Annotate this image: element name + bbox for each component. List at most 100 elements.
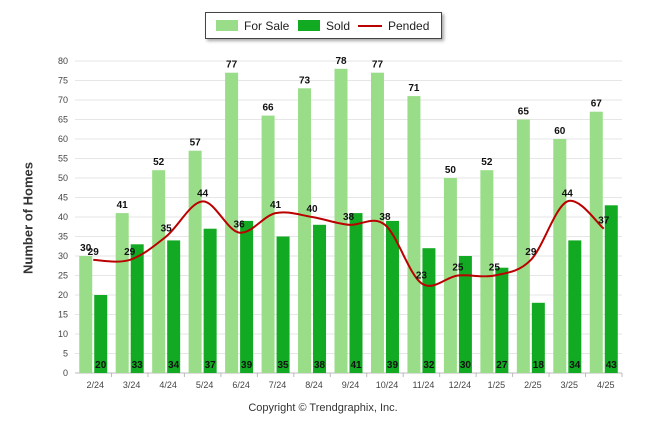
- bar-for-sale: [516, 119, 530, 373]
- x-tick-label: 10/24: [376, 380, 399, 390]
- x-tick-label: 3/25: [561, 380, 579, 390]
- legend-label-pended: Pended: [388, 18, 430, 33]
- y-axis-label: Number of Homes: [20, 162, 36, 274]
- bar-for-sale: [334, 68, 348, 374]
- y-tick-label: 25: [58, 271, 68, 281]
- legend-label-for-sale: For Sale: [244, 18, 290, 33]
- bar-for-sale: [407, 96, 421, 373]
- y-tick-label: 80: [58, 56, 68, 66]
- data-label-for-sale: 60: [554, 126, 566, 137]
- x-tick-label: 6/24: [232, 380, 250, 390]
- data-label-for-sale: 71: [408, 83, 420, 94]
- data-label-for-sale: 30: [80, 243, 92, 254]
- bar-sold: [276, 236, 290, 373]
- y-tick-label: 40: [58, 212, 68, 222]
- data-label-sold: 39: [241, 360, 253, 371]
- data-label-for-sale: 66: [263, 103, 275, 114]
- data-label-sold: 38: [314, 360, 326, 371]
- bar-sold: [604, 205, 618, 373]
- x-tick-label: 12/24: [449, 380, 472, 390]
- bar-for-sale: [261, 115, 275, 373]
- data-label-pended: 44: [562, 188, 574, 199]
- data-label-pended: 38: [343, 212, 355, 223]
- data-label-sold: 34: [569, 360, 581, 371]
- y-tick-label: 15: [58, 310, 68, 320]
- x-tick-label: 4/24: [159, 380, 177, 390]
- data-label-pended: 40: [306, 204, 318, 215]
- y-tick-label: 10: [58, 329, 68, 339]
- data-label-pended: 29: [124, 247, 136, 258]
- data-label-for-sale: 50: [445, 165, 457, 176]
- data-label-for-sale: 65: [518, 107, 530, 118]
- bar-sold: [313, 224, 327, 373]
- bar-sold: [458, 256, 472, 373]
- data-label-for-sale: 52: [153, 157, 165, 168]
- line-pended: [93, 199, 605, 287]
- y-tick-label: 60: [58, 134, 68, 144]
- y-tick-label: 45: [58, 193, 68, 203]
- legend-line-pended: [358, 24, 382, 27]
- legend-item-for-sale: For Sale: [216, 13, 289, 38]
- data-label-pended: 29: [525, 247, 537, 258]
- bar-for-sale: [115, 213, 129, 373]
- bar-sold: [203, 228, 217, 373]
- data-label-sold: 43: [606, 360, 618, 371]
- bar-for-sale: [370, 72, 384, 373]
- y-tick-label: 0: [63, 368, 68, 378]
- y-tick-label: 30: [58, 251, 68, 261]
- x-tick-label: 9/24: [342, 380, 360, 390]
- x-tick-label: 5/24: [196, 380, 214, 390]
- bar-sold: [94, 295, 108, 373]
- x-tick-label: 2/24: [86, 380, 104, 390]
- bar-for-sale: [225, 72, 239, 373]
- data-label-sold: 30: [460, 360, 472, 371]
- bar-for-sale: [443, 178, 457, 373]
- data-label-pended: 25: [489, 263, 501, 274]
- y-tick-label: 75: [58, 76, 68, 86]
- bar-sold: [167, 240, 181, 373]
- data-label-for-sale: 57: [190, 138, 202, 149]
- bar-for-sale: [553, 139, 567, 373]
- bar-sold: [531, 302, 545, 373]
- data-label-for-sale: 67: [591, 99, 603, 110]
- legend-swatch-sold: [298, 20, 320, 31]
- x-tick-label: 3/24: [123, 380, 141, 390]
- legend-item-sold: Sold: [298, 13, 350, 38]
- data-label-pended: 25: [452, 263, 464, 274]
- data-label-pended: 23: [416, 270, 428, 281]
- legend-swatch-for-sale: [216, 20, 238, 31]
- data-label-pended: 38: [379, 212, 391, 223]
- data-label-pended: 35: [161, 224, 173, 235]
- data-label-for-sale: 73: [299, 75, 311, 86]
- data-label-sold: 18: [533, 360, 545, 371]
- data-label-for-sale: 77: [226, 60, 238, 71]
- y-tick-label: 55: [58, 154, 68, 164]
- data-label-for-sale: 41: [117, 200, 129, 211]
- legend-item-pended: Pended: [358, 13, 429, 38]
- bar-sold: [385, 220, 399, 373]
- data-label-pended: 37: [598, 216, 610, 227]
- legend-label-sold: Sold: [326, 18, 351, 33]
- data-label-sold: 39: [387, 360, 399, 371]
- y-tick-label: 70: [58, 95, 68, 105]
- y-tick-label: 5: [63, 349, 68, 359]
- bar-sold: [568, 240, 582, 373]
- y-tick-label: 35: [58, 232, 68, 242]
- data-label-sold: 34: [168, 360, 180, 371]
- y-tick-label: 20: [58, 290, 68, 300]
- data-label-sold: 41: [350, 360, 362, 371]
- data-label-sold: 27: [496, 360, 508, 371]
- data-label-for-sale: 78: [335, 56, 347, 67]
- legend: For Sale Sold Pended: [205, 12, 442, 39]
- bar-sold: [349, 213, 363, 373]
- data-label-pended: 41: [270, 200, 282, 211]
- x-tick-label: 11/24: [413, 380, 435, 390]
- x-tick-label: 4/25: [597, 380, 615, 390]
- bar-for-sale: [589, 111, 603, 373]
- data-label-pended: 36: [234, 220, 246, 231]
- data-label-pended: 29: [88, 247, 100, 258]
- x-tick-label: 8/24: [305, 380, 323, 390]
- data-label-sold: 33: [132, 360, 144, 371]
- bar-sold: [495, 267, 509, 373]
